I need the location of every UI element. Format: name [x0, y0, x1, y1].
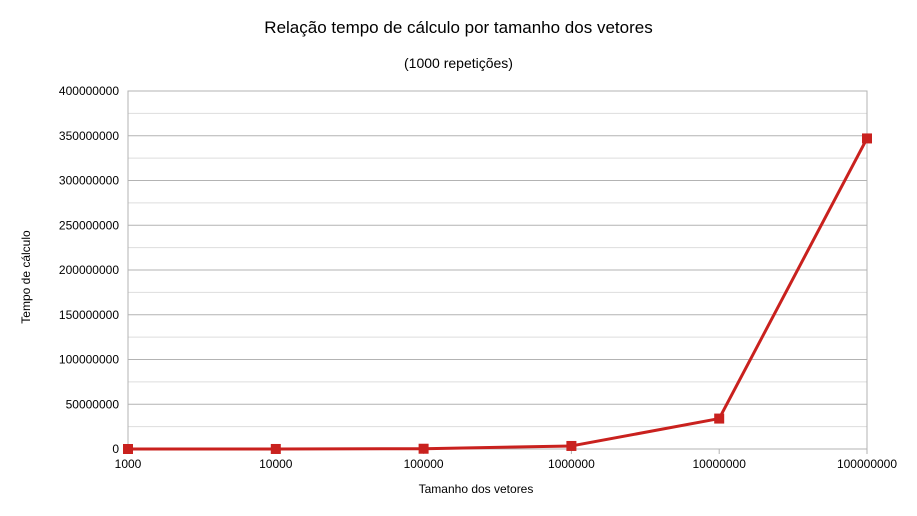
- y-tick-label: 150000000: [59, 308, 119, 322]
- data-point-marker: [862, 133, 872, 144]
- series-layer: [123, 133, 872, 454]
- y-axis-label: Tempo de cálculo: [19, 230, 33, 324]
- series-line: [127, 137, 869, 451]
- y-tick-label: 200000000: [59, 263, 119, 277]
- y-tick-label: 50000000: [66, 397, 120, 411]
- x-tick-label: 10000000: [693, 457, 747, 471]
- data-point-marker: [566, 440, 577, 451]
- data-point-marker: [418, 443, 429, 454]
- y-tick-label: 0: [112, 442, 119, 456]
- x-tick-label: 10000: [259, 457, 293, 471]
- data-point-marker: [270, 443, 281, 454]
- data-point-marker: [123, 444, 133, 454]
- x-tick-label: 100000: [404, 457, 444, 471]
- y-tick-label: 400000000: [59, 84, 119, 98]
- x-axis-label: Tamanho dos vetores: [419, 482, 534, 496]
- grid: [128, 90, 867, 450]
- chart-title: Relação tempo de cálculo por tamanho dos…: [264, 18, 652, 37]
- y-tick-label: 350000000: [59, 129, 119, 143]
- y-tick-label: 100000000: [59, 353, 119, 367]
- y-tick-label: 250000000: [59, 218, 119, 232]
- x-tick-label: 100000000: [837, 457, 897, 471]
- x-tick-label: 1000000: [548, 457, 595, 471]
- x-tick-label: 1000: [115, 457, 142, 471]
- x-axis-ticks: 1000 10000 100000 1000000 10000000 100000000: [115, 449, 897, 471]
- y-axis-ticks: 0 50000000 100000000 150000000 200000000 2500…: [59, 84, 119, 456]
- plot-frame: [127, 90, 868, 450]
- y-tick-label: 300000000: [59, 174, 119, 188]
- data-point-marker: [714, 413, 725, 424]
- chart-subtitle: (1000 repetições): [404, 55, 513, 71]
